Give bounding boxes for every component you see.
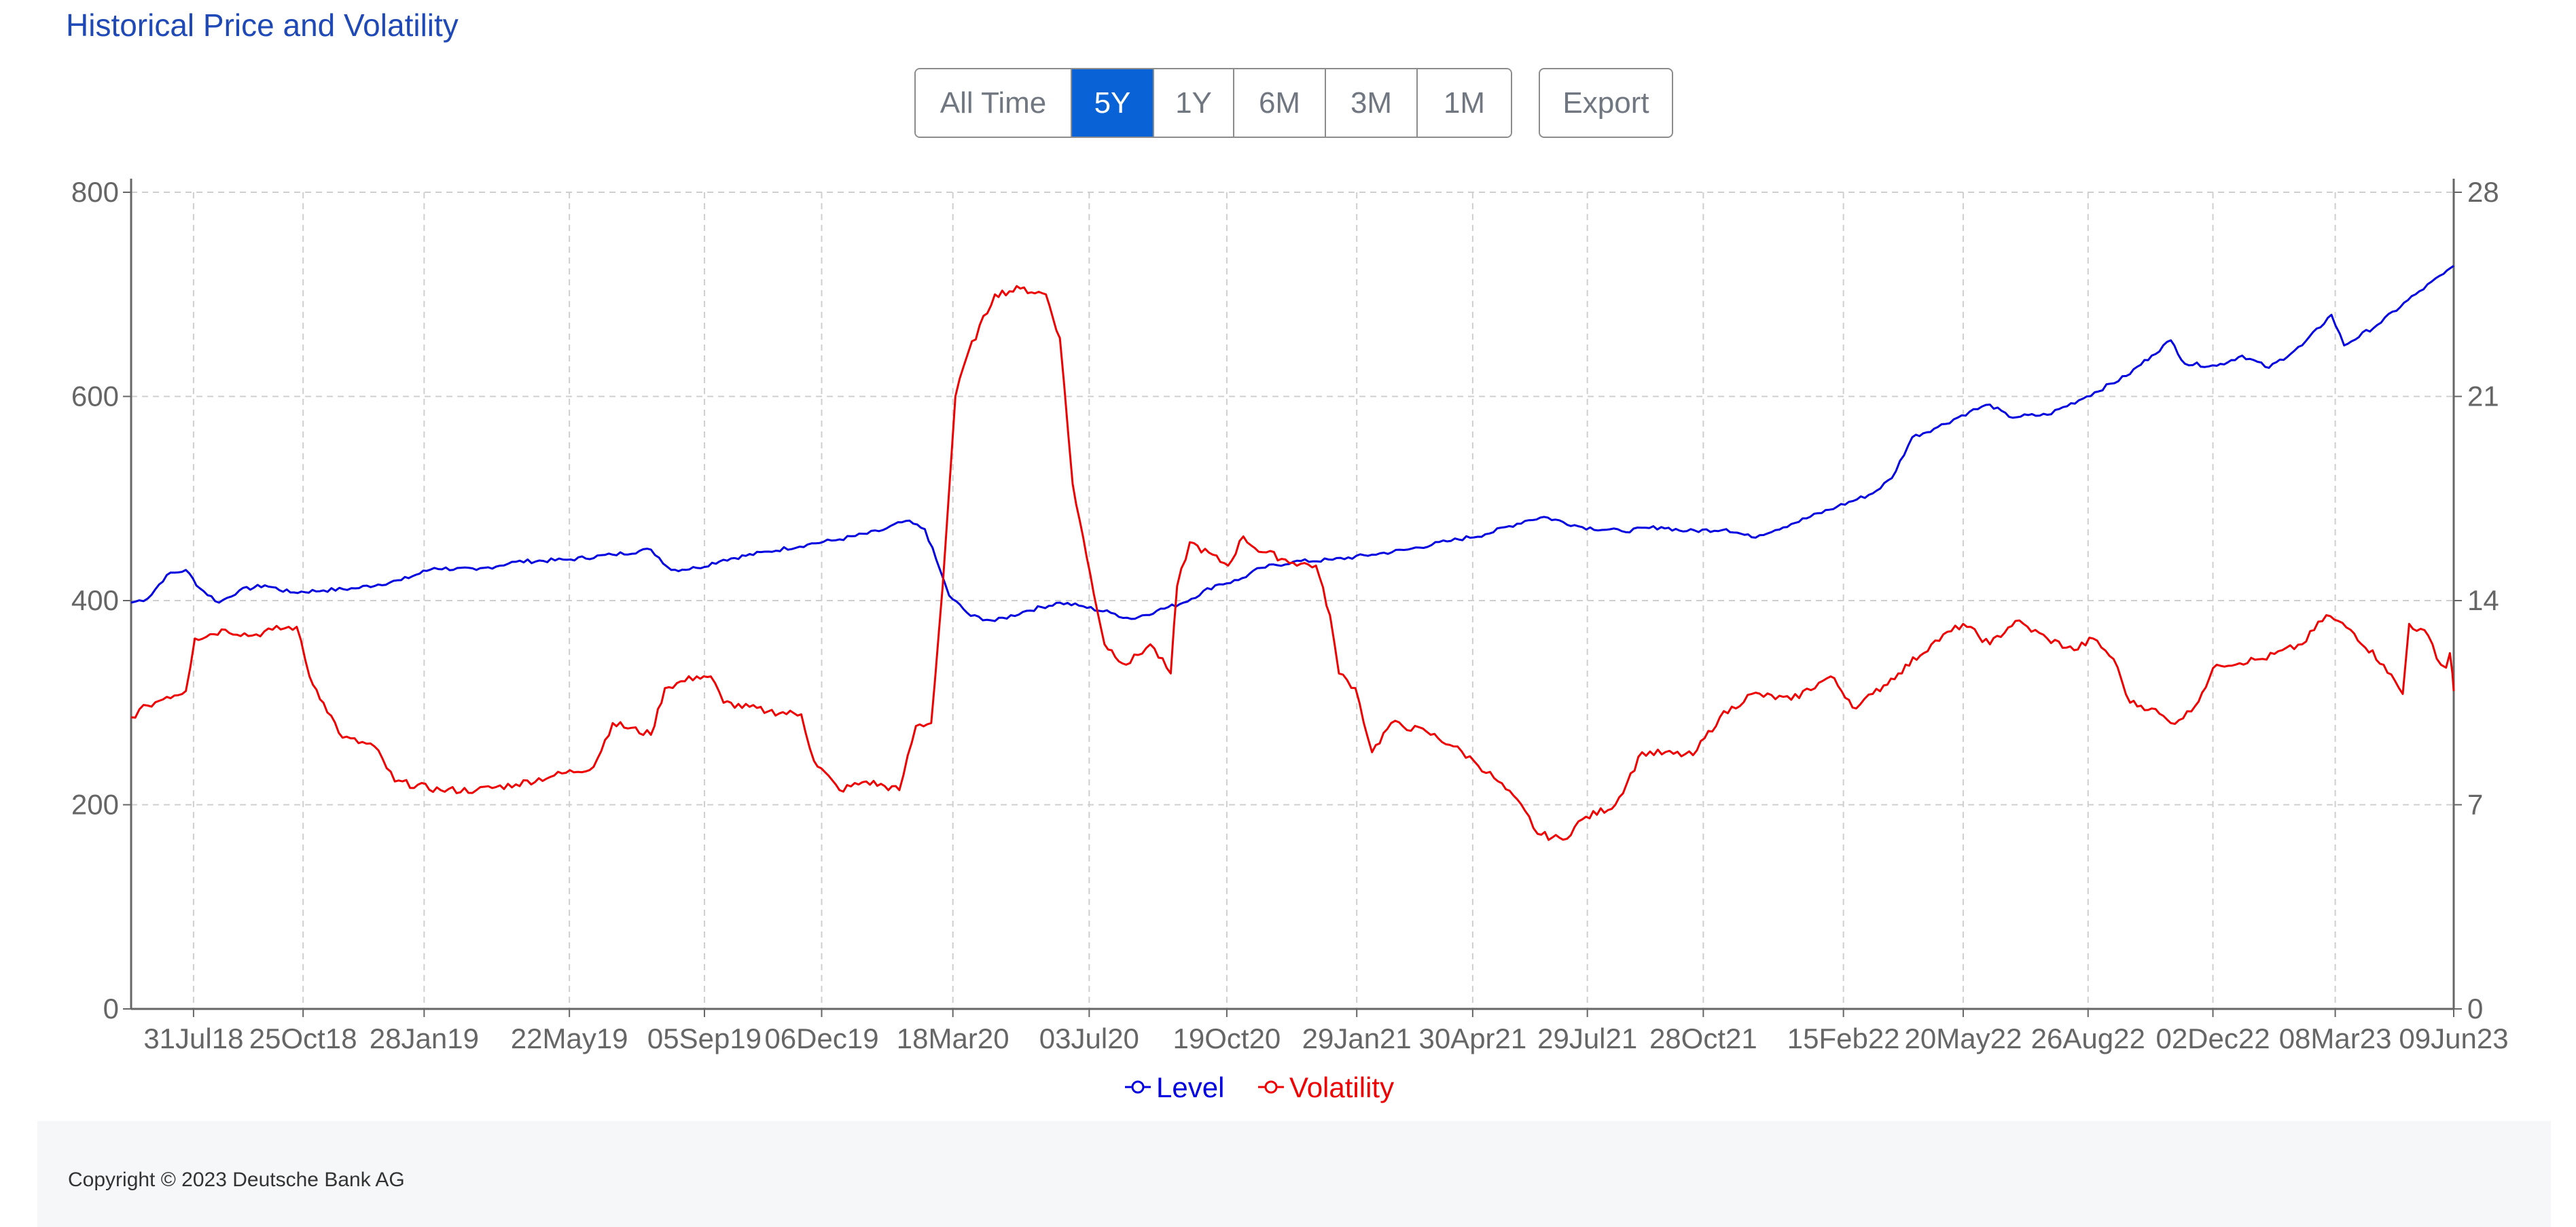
legend-label: Volatility (1289, 1071, 1394, 1103)
legend-marker-dot (1264, 1080, 1278, 1094)
legend-label: Level (1156, 1071, 1224, 1103)
range-5y-button[interactable]: 5Y (1072, 69, 1154, 137)
footer: Copyright © 2023 Deutsche Bank AG (37, 1121, 2551, 1227)
y-right-tick-label: 7 (2467, 789, 2483, 821)
chart-title: Historical Price and Volatility (66, 7, 459, 43)
x-tick-label: 18Mar20 (897, 1022, 1009, 1054)
range-1y-button[interactable]: 1Y (1154, 69, 1234, 137)
legend-marker-dot (1131, 1080, 1145, 1094)
price-volatility-chart: 0 200 400 600 800 0 7 14 21 28 31Jul18 25Oct18 28Jan… (71, 176, 2509, 1103)
x-tick-label: 29Jul21 (1537, 1022, 1637, 1054)
y-right-tick-label: 21 (2467, 380, 2499, 412)
y-left-tick-label: 800 (71, 176, 119, 208)
x-tick-label: 26Aug22 (2031, 1022, 2145, 1054)
x-tick-label: 15Feb22 (1787, 1022, 1900, 1054)
export-button[interactable]: Export (1539, 68, 1673, 138)
x-tick-label: 05Sep19 (647, 1022, 762, 1054)
y-right-tick-label: 14 (2467, 584, 2499, 616)
x-tick-label: 19Oct20 (1173, 1022, 1281, 1054)
x-tick-label: 08Mar23 (2279, 1022, 2392, 1054)
x-tick-label: 09Jun23 (2399, 1022, 2508, 1054)
y-left-tick-label: 600 (71, 380, 119, 412)
x-tick-label: 31Jul18 (143, 1022, 243, 1054)
x-tick-label: 30Apr21 (1418, 1022, 1526, 1054)
x-tick-label: 02Dec22 (2155, 1022, 2270, 1054)
x-tick-label: 06Dec19 (764, 1022, 878, 1054)
copyright-text: Copyright © 2023 Deutsche Bank AG (68, 1169, 405, 1191)
x-tick-label: 22May19 (511, 1022, 628, 1054)
x-tick-label: 28Oct21 (1649, 1022, 1757, 1054)
y-right-tick-label: 28 (2467, 176, 2499, 208)
x-tick-label: 25Oct18 (249, 1022, 357, 1054)
x-tick-label: 29Jan21 (1302, 1022, 1412, 1054)
y-left-tick-label: 0 (103, 993, 119, 1025)
range-6m-button[interactable]: 6M (1234, 69, 1326, 137)
x-tick-label: 20May22 (1905, 1022, 2022, 1054)
y-left-tick-label: 400 (71, 584, 119, 616)
series-line-level (130, 264, 2454, 622)
x-tick-label: 28Jan19 (370, 1022, 479, 1054)
series-line-volatility (130, 285, 2455, 841)
y-right-tick-label: 0 (2467, 993, 2483, 1025)
range-all-time-button[interactable]: All Time (916, 69, 1072, 137)
y-left-tick-label: 200 (71, 789, 119, 821)
range-1m-button[interactable]: 1M (1418, 69, 1511, 137)
time-range-selector: All Time 5Y 1Y 6M 3M 1M (914, 68, 1512, 138)
range-3m-button[interactable]: 3M (1326, 69, 1418, 137)
x-tick-label: 03Jul20 (1039, 1022, 1139, 1054)
